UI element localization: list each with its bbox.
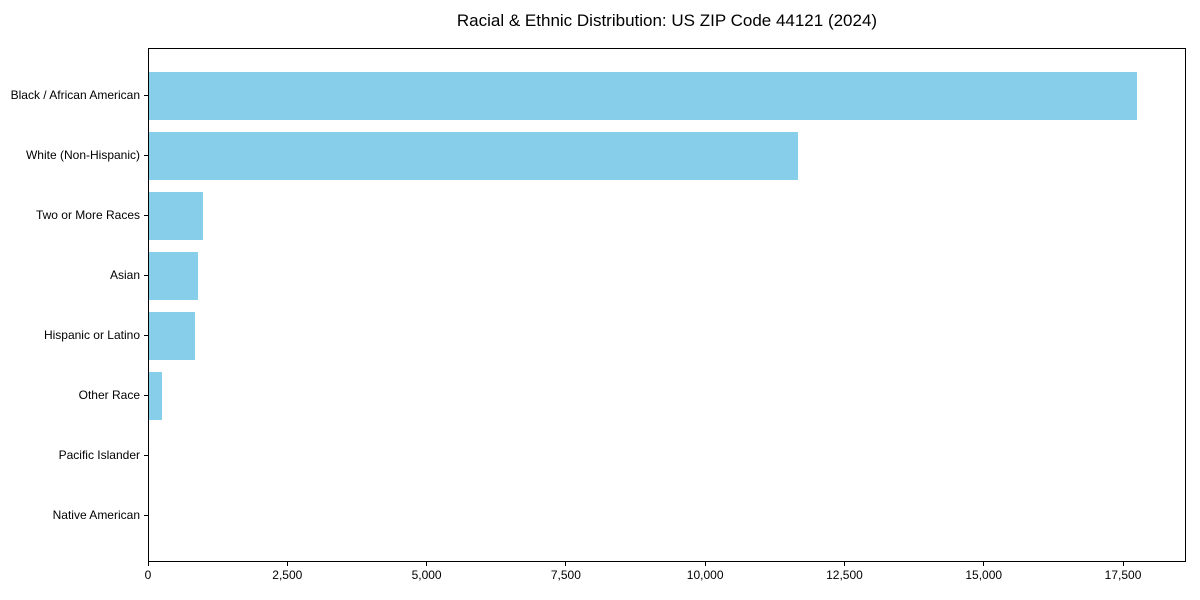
y-tick-label: Other Race <box>78 387 140 402</box>
y-tick-mark <box>144 215 148 217</box>
chart-title: Racial & Ethnic Distribution: US ZIP Cod… <box>456 11 878 30</box>
x-tick-mark <box>426 562 428 566</box>
bar-hispanic-or-latino <box>149 311 195 360</box>
x-tick-mark <box>1122 562 1124 566</box>
y-tick-mark <box>144 95 148 97</box>
x-tick-label: 5,000 <box>411 568 442 582</box>
y-tick-label: Asian <box>109 268 140 283</box>
y-tick-label: Pacific Islander <box>58 447 140 462</box>
x-tick-mark <box>147 562 149 566</box>
bar-asian <box>149 252 198 300</box>
y-tick-label: White (Non-Hispanic) <box>25 148 140 163</box>
y-tick-mark <box>144 394 148 396</box>
x-tick-label: 17,500 <box>1104 568 1142 582</box>
bar-black-african-american <box>149 72 1137 121</box>
x-tick-label: 10,000 <box>686 568 724 582</box>
bar-other-race <box>149 371 162 420</box>
x-tick-label: 15,000 <box>965 568 1003 582</box>
x-tick-mark <box>704 562 706 566</box>
y-tick-label: Native American <box>52 507 140 522</box>
x-tick-label: 2,500 <box>272 568 303 582</box>
y-tick-label: Two or More Races <box>35 208 140 223</box>
x-tick-label: 12,500 <box>826 568 863 582</box>
y-tick-mark <box>144 334 148 336</box>
y-tick-mark <box>144 275 148 277</box>
x-tick-mark <box>565 562 567 566</box>
y-tick-mark <box>144 454 148 456</box>
x-tick-label: 7,500 <box>550 568 581 582</box>
bar-two-or-more-races <box>149 192 204 241</box>
plot-area <box>148 48 1186 562</box>
y-tick-label: Hispanic or Latino <box>43 327 140 342</box>
x-tick-mark <box>983 562 985 566</box>
bar-white-non-hispanic <box>149 132 799 181</box>
y-tick-label: Black / African American <box>10 88 140 103</box>
x-tick-mark <box>843 562 845 566</box>
y-tick-mark <box>144 514 148 516</box>
x-tick-mark <box>286 562 288 566</box>
x-tick-label: 0 <box>144 568 152 582</box>
y-tick-mark <box>144 155 148 157</box>
